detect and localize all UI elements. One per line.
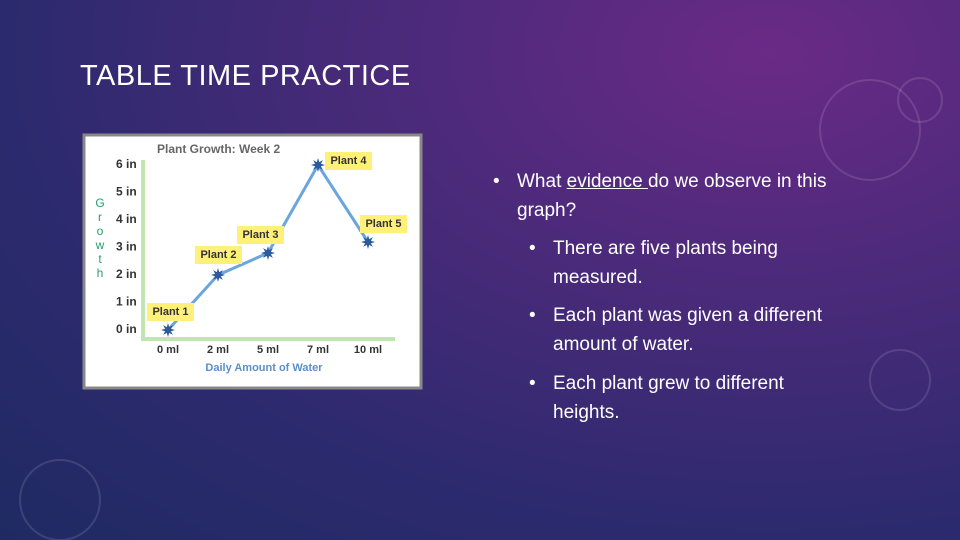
bullet-text: do we observe in this graph? [517,171,827,221]
y-tick-label: 4 in [116,212,137,226]
bullet: Each plant grew to different heights. [529,369,853,427]
point-label: Plant 2 [200,249,236,261]
point-label-box [147,303,194,321]
x-tick-label: 10 ml [354,344,382,356]
bullet-text: evidence [566,171,648,192]
data-point [211,268,225,282]
chart-frame [82,133,423,390]
y-tick-label: 6 in [116,157,137,171]
point-label-box [237,226,284,244]
y-tick-label: 0 in [116,322,137,336]
data-point [361,235,375,249]
point-label-box [195,246,242,264]
point-label-box [360,215,407,233]
data-point [261,246,275,260]
point-label: Plant 3 [242,229,278,241]
bullet-text: What [517,171,567,192]
x-tick-label: 2 ml [207,344,229,356]
y-tick-label: 1 in [116,295,137,309]
bullet: There are five plants being measured. [529,234,853,292]
data-point [161,323,175,337]
x-tick-label: 5 ml [257,344,279,356]
point-label: Plant 5 [365,218,401,230]
point-label: Plant 4 [330,155,367,167]
bullet: What evidence do we observe in this grap… [493,167,889,225]
data-point [311,158,325,172]
y-tick-label: 3 in [116,240,137,254]
point-label-box [325,152,372,170]
y-tick-label: 2 in [116,267,137,281]
x-axis-label: Daily Amount of Water [205,362,323,374]
y-tick-label: 5 in [116,185,137,199]
chart-title: Plant Growth: Week 2 [157,142,280,156]
y-axis-label: Growth [93,196,107,280]
x-tick-label: 0 ml [157,344,179,356]
bullet: Each plant was given a different amount … [529,301,875,359]
x-tick-label: 7 ml [307,344,329,356]
point-label: Plant 1 [152,306,188,318]
slide-title: TABLE TIME PRACTICE [80,60,411,92]
